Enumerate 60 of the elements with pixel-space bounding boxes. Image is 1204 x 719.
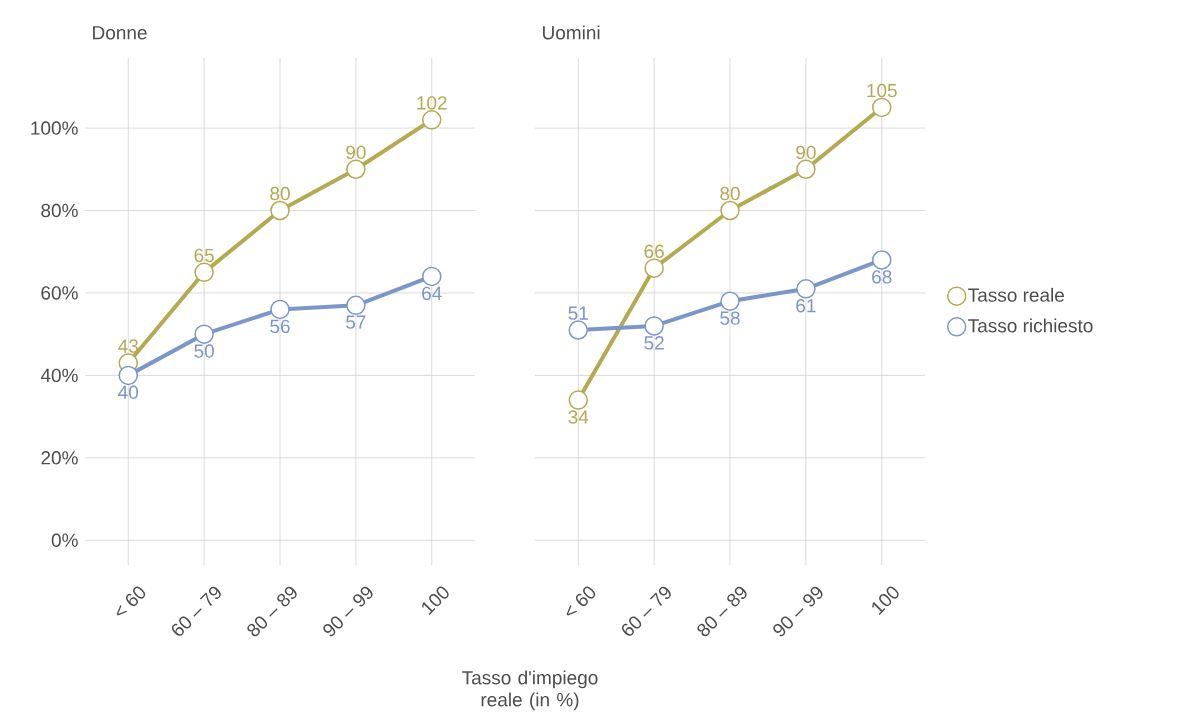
- y-tick-label: 60%: [41, 286, 78, 300]
- data-label: 50: [194, 344, 214, 358]
- point: [118, 365, 139, 386]
- data-label: 40: [118, 385, 139, 400]
- point: [568, 390, 589, 410]
- point: [346, 159, 366, 180]
- point: [796, 279, 816, 299]
- data-label: 105: [867, 83, 897, 98]
- y-tick-label: 0%: [51, 533, 78, 547]
- data-label: 56: [270, 319, 290, 334]
- data-label: 102: [417, 96, 447, 110]
- point: [644, 316, 664, 336]
- data-label: 43: [118, 339, 138, 353]
- x-tick-label: < 60: [566, 586, 596, 616]
- point: [194, 324, 214, 344]
- data-label: 61: [796, 299, 816, 313]
- data-label: 66: [644, 244, 664, 259]
- point: [872, 250, 892, 270]
- data-label: 64: [422, 286, 442, 301]
- legend-label: Tasso reale: [968, 287, 1064, 302]
- chart-title: Donne: [93, 26, 147, 40]
- point: [568, 320, 589, 340]
- y-tick-label: 100%: [31, 121, 78, 135]
- data-label: 34: [568, 410, 589, 424]
- x-tick-label: 90 – 99: [773, 586, 823, 637]
- chart-title: Uomini: [543, 25, 600, 40]
- x-tick-label: 60 – 79: [621, 586, 671, 636]
- x-tick-label: 80 – 89: [247, 586, 297, 637]
- data-label: 80: [270, 186, 290, 201]
- point: [720, 291, 740, 311]
- y-tick-label: 20%: [41, 451, 78, 465]
- point: [422, 266, 442, 287]
- legend-label: Tasso richiesto: [968, 318, 1093, 333]
- y-tick-label: 80%: [41, 203, 78, 218]
- x-tick-label: 90 – 99: [323, 586, 373, 637]
- data-label: 51: [568, 306, 588, 320]
- point: [644, 258, 664, 278]
- point: [422, 110, 442, 130]
- point: [270, 299, 290, 320]
- data-label: 90: [796, 145, 816, 160]
- point: [346, 295, 366, 316]
- data-label: 80: [720, 186, 740, 201]
- x-tick-label: 100: [422, 586, 449, 615]
- data-label: 57: [346, 315, 366, 329]
- point: [270, 200, 290, 221]
- y-tick-label: 40%: [40, 368, 78, 383]
- x-tick-label: 100: [872, 586, 899, 615]
- data-label: 52: [644, 336, 664, 350]
- x-axis-title: Tasso d'impiego reale (in %): [462, 670, 598, 711]
- x-tick-label: 80 – 89: [697, 586, 747, 637]
- x-tick-label: < 60: [116, 586, 146, 616]
- data-label: 65: [194, 248, 214, 263]
- point: [720, 200, 740, 221]
- data-label: 58: [720, 311, 740, 325]
- point: [872, 97, 892, 118]
- x-tick-label: 60 – 79: [171, 586, 221, 636]
- point: [194, 262, 214, 283]
- point: [796, 159, 816, 180]
- data-label: 68: [872, 270, 892, 284]
- data-label: 90: [346, 145, 366, 160]
